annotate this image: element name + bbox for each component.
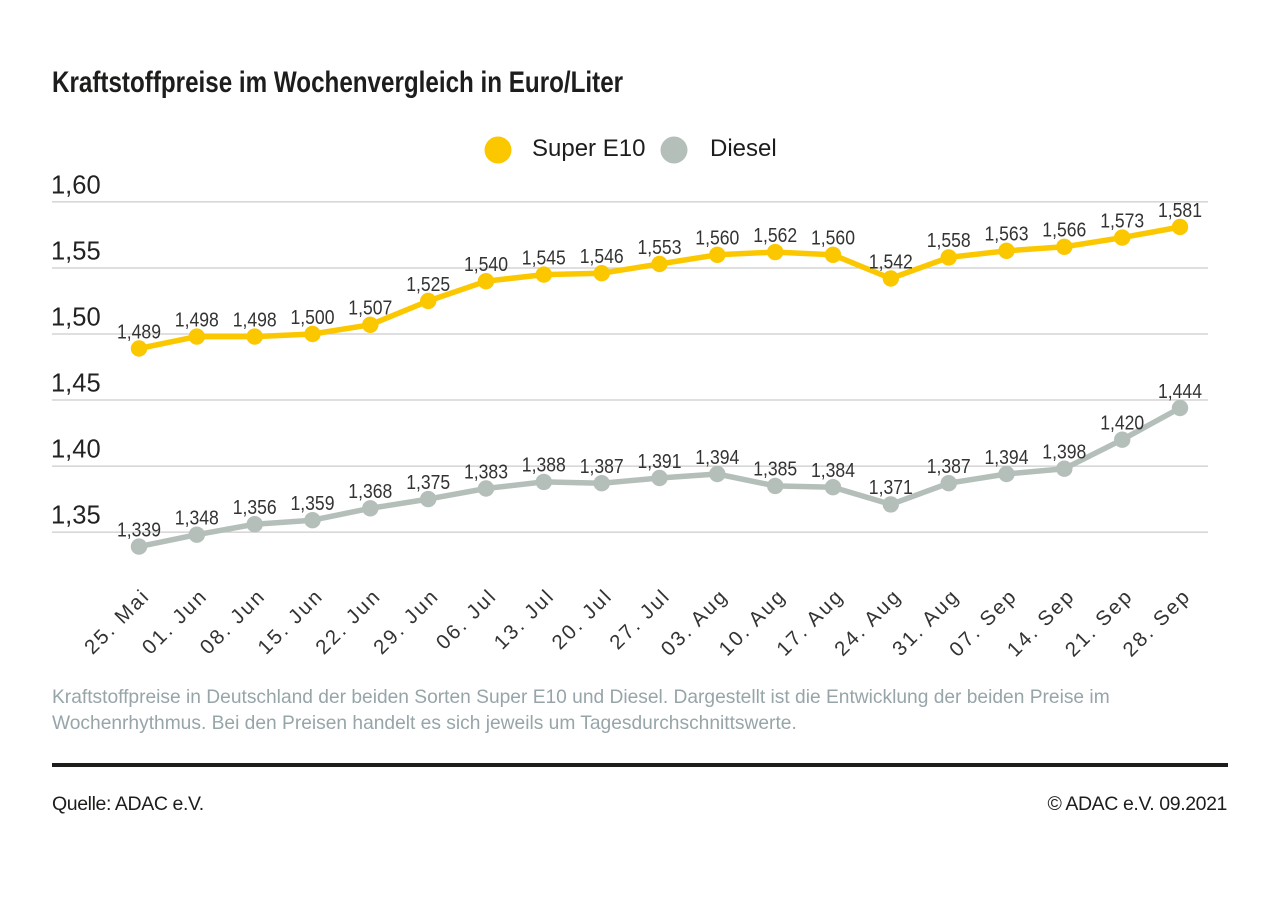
svg-text:1,394: 1,394 [695, 447, 739, 469]
svg-text:1,498: 1,498 [233, 309, 277, 331]
svg-text:1,387: 1,387 [580, 456, 624, 478]
svg-text:1,398: 1,398 [1042, 442, 1086, 464]
svg-text:1,45: 1,45 [51, 370, 101, 398]
svg-text:1,562: 1,562 [753, 225, 797, 247]
svg-text:1,525: 1,525 [406, 274, 450, 296]
svg-text:1,573: 1,573 [1100, 210, 1144, 232]
svg-text:1,420: 1,420 [1100, 413, 1144, 435]
svg-text:1,371: 1,371 [869, 477, 913, 499]
svg-text:13. Jul: 13. Jul [489, 584, 559, 654]
svg-text:1,384: 1,384 [811, 460, 855, 482]
svg-text:1,385: 1,385 [753, 459, 797, 481]
svg-text:1,563: 1,563 [985, 224, 1029, 246]
svg-text:1,60: 1,60 [51, 171, 101, 199]
svg-text:1,560: 1,560 [811, 228, 855, 250]
svg-text:Super E10: Super E10 [532, 135, 645, 162]
svg-text:1,388: 1,388 [522, 455, 566, 477]
svg-text:1,444: 1,444 [1158, 381, 1202, 403]
svg-text:06. Jul: 06. Jul [432, 584, 502, 654]
svg-text:1,498: 1,498 [175, 309, 219, 331]
svg-text:1,500: 1,500 [291, 307, 335, 329]
svg-text:1,553: 1,553 [638, 237, 682, 259]
svg-text:1,359: 1,359 [291, 493, 335, 515]
svg-text:1,387: 1,387 [927, 456, 971, 478]
svg-text:1,339: 1,339 [117, 519, 161, 541]
svg-text:1,545: 1,545 [522, 247, 566, 269]
svg-text:1,40: 1,40 [51, 436, 101, 464]
svg-text:1,558: 1,558 [927, 230, 971, 252]
svg-text:1,546: 1,546 [580, 246, 624, 268]
svg-text:1,35: 1,35 [51, 502, 101, 530]
svg-text:1,368: 1,368 [348, 481, 392, 503]
svg-text:1,391: 1,391 [638, 451, 682, 473]
svg-text:1,566: 1,566 [1042, 220, 1086, 242]
svg-text:1,540: 1,540 [464, 254, 508, 276]
svg-text:1,507: 1,507 [348, 298, 392, 320]
svg-text:1,356: 1,356 [233, 497, 277, 519]
svg-text:Diesel: Diesel [710, 135, 777, 162]
svg-text:20. Jul: 20. Jul [547, 584, 617, 654]
svg-text:1,50: 1,50 [51, 304, 101, 332]
svg-text:1,383: 1,383 [464, 461, 508, 483]
svg-text:1,348: 1,348 [175, 508, 219, 530]
svg-text:1,394: 1,394 [985, 447, 1029, 469]
svg-text:1,581: 1,581 [1158, 200, 1202, 222]
svg-text:1,375: 1,375 [406, 472, 450, 494]
svg-text:1,560: 1,560 [695, 228, 739, 250]
svg-text:1,542: 1,542 [869, 251, 913, 273]
svg-text:1,489: 1,489 [117, 321, 161, 343]
svg-text:1,55: 1,55 [51, 238, 101, 266]
